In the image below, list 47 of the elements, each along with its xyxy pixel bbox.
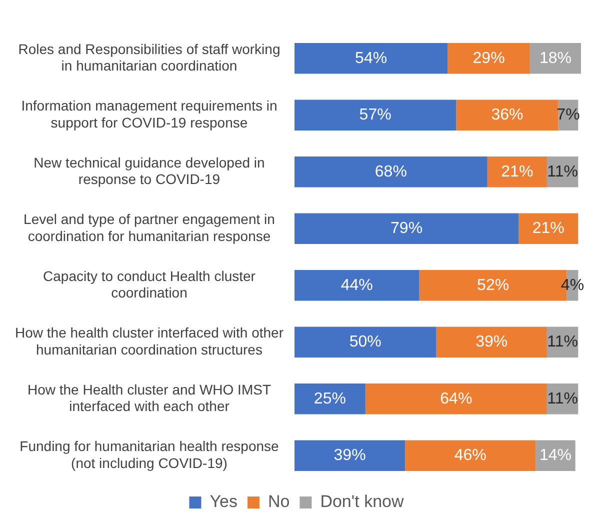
data-label: 44% (340, 276, 373, 294)
y-tick-label: New technical guidance developed in response to COVID-19 (34, 154, 265, 188)
legend-label: Don't know (320, 492, 404, 512)
y-tick-label: Information management requirements in support for COVID-19 response (21, 98, 278, 130)
data-label: 50% (349, 334, 382, 351)
data-label: 54% (355, 50, 388, 67)
data-label: 52% (477, 276, 510, 294)
y-tick-label: Level and type of partner engagement in coordination for humanitarian response (24, 211, 275, 244)
data-label: 29% (472, 50, 505, 67)
legend-label: Yes (210, 492, 238, 512)
data-label: 18% (539, 50, 572, 67)
data-label: 11% (547, 163, 578, 180)
y-tick-label: How the health cluster interfaced with other humanitarian coordination structures (14, 324, 284, 358)
bar (294, 100, 456, 130)
bar (405, 440, 536, 471)
bar (436, 326, 547, 358)
y-tick-label: Roles and Responsibilities of staff working in humanitarian coordination (18, 40, 280, 74)
bar (518, 213, 578, 244)
bar (456, 100, 558, 130)
data-label: 11% (547, 334, 578, 351)
data-label: 79% (390, 220, 423, 238)
data-label: 57% (359, 106, 392, 124)
data-label: 46% (454, 447, 486, 464)
bar (487, 156, 547, 188)
bar (294, 43, 448, 74)
data-label: 36% (491, 106, 524, 124)
bar (294, 440, 406, 471)
y-tick-label: Funding for humanitarian health response (not including COVID-19) (20, 438, 280, 471)
data-label: 21% (501, 163, 534, 180)
bar (365, 384, 547, 414)
bar (294, 213, 519, 244)
data-label: 25% (314, 390, 346, 408)
data-label: 68% (374, 163, 407, 180)
data-label: 21% (532, 220, 564, 238)
bar (294, 326, 436, 358)
y-tick-label: Capacity to conduct Health cluster coordination (43, 268, 256, 301)
data-label: 39% (334, 447, 366, 464)
data-label: 64% (440, 390, 472, 408)
data-label: 14% (539, 447, 572, 464)
data-label: 39% (476, 334, 508, 351)
data-label: 11% (547, 390, 578, 408)
bar (294, 270, 420, 301)
bar (448, 43, 530, 74)
y-tick-label: How the Health cluster and WHO IMST interfaced with each other (27, 381, 272, 414)
bar (294, 384, 366, 414)
bar (294, 156, 488, 188)
legend-label: No (268, 492, 290, 512)
